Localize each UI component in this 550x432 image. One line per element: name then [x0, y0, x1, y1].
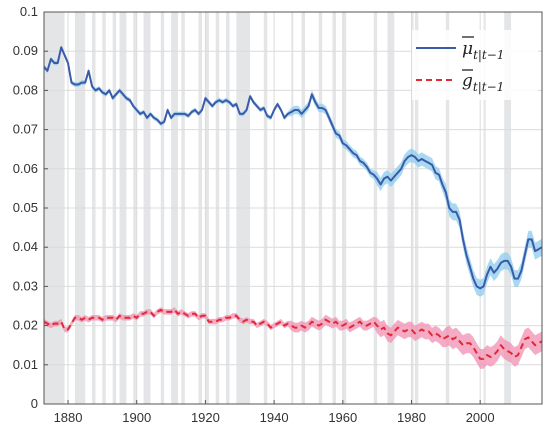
y-tick-label: 0.09: [13, 43, 38, 58]
legend-box: [412, 30, 538, 100]
x-tick-label: 1980: [397, 410, 426, 425]
legend-mu-symbol: μ: [462, 39, 473, 59]
series-lines: [43, 46, 543, 360]
x-tick-label: 1960: [328, 410, 357, 425]
legend-g-symbol: g: [462, 71, 473, 91]
y-tick-label: 0.03: [13, 278, 38, 293]
y-tick-label: 0.05: [13, 200, 38, 215]
x-tick-label: 2000: [466, 410, 495, 425]
y-tick-label: 0.01: [13, 357, 38, 372]
y-tick-label: 0.08: [13, 82, 38, 97]
y-tick-label: 0.07: [13, 122, 38, 137]
x-tick-label: 1880: [54, 410, 83, 425]
y-tick-label: 0.02: [13, 318, 38, 333]
series-line-mu: [43, 46, 543, 290]
legend-label-g: gt|t−1: [462, 71, 504, 94]
series-line-g: [43, 308, 543, 360]
y-tick-label: 0.04: [13, 239, 38, 254]
legend-label-mu: μt|t−1: [462, 39, 504, 62]
confidence-band-g: [44, 307, 542, 369]
legend-g-subscript: t|t−1: [473, 80, 504, 94]
tick-labels: 0 0.01 0.02 0.03 0.04 0.05 0.06 0.07 0.08 0.09 0.1…: [13, 4, 495, 425]
y-tick-label: 0.1: [20, 4, 38, 19]
x-tick-label: 1920: [191, 410, 220, 425]
legend-mu-subscript: t|t−1: [473, 48, 504, 62]
x-tick-label: 1900: [122, 410, 151, 425]
x-tick-label: 1940: [260, 410, 289, 425]
y-tick-label: 0: [31, 396, 38, 411]
legend: μt|t−1 gt|t−1: [412, 30, 538, 100]
axes: [43, 11, 543, 405]
y-tick-label: 0.06: [13, 161, 38, 176]
